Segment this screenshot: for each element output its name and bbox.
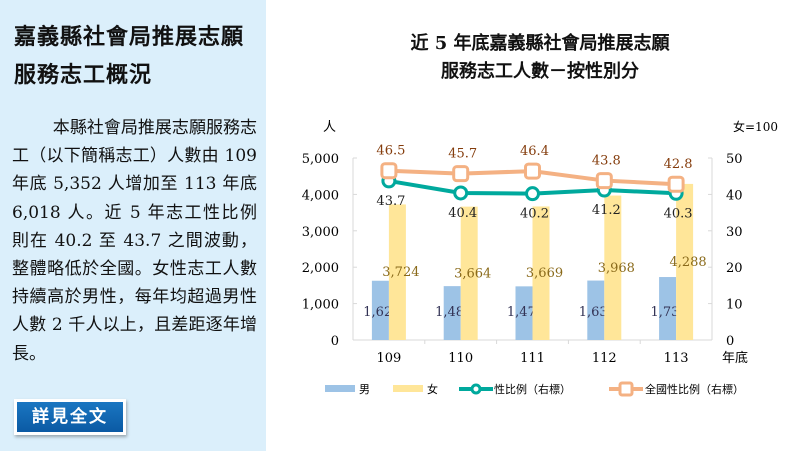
panel-title: 嘉義縣社會局推展志願服務志工概況 — [14, 24, 245, 88]
sex-ratio-label: 40.4 — [448, 206, 477, 221]
national-sex-ratio-label: 45.7 — [448, 147, 477, 162]
x-axis-label: 年底 — [722, 350, 748, 366]
bar-female — [604, 195, 622, 340]
sex-ratio-label: 41.2 — [592, 203, 621, 218]
left-tick-label: 0 — [331, 334, 339, 349]
legend-male-swatch — [325, 385, 355, 392]
bar-female — [460, 206, 478, 340]
chart-title: 近 5 年底嘉義縣社會局推展志願 服務志工人數－按性別分 — [300, 30, 780, 86]
sex-ratio-marker — [525, 186, 540, 202]
bar-male — [371, 280, 389, 340]
bar-female-label: 3,664 — [454, 266, 491, 281]
national-sex-ratio-label: 43.8 — [592, 154, 621, 169]
national-sex-ratio-label: 46.4 — [520, 144, 549, 159]
legend-national-marker — [618, 381, 634, 397]
sex-ratio-label: 40.2 — [520, 207, 549, 222]
sex-ratio-label: 43.7 — [376, 194, 405, 209]
left-axis-unit: 人 — [323, 120, 336, 135]
left-tick-label: 3,000 — [302, 225, 339, 240]
chart-title-line2: 服務志工人數－按性別分 — [441, 61, 639, 82]
bar-female-label: 3,724 — [382, 265, 419, 280]
bar-female-label: 4,288 — [669, 255, 706, 270]
left-tick-label: 1,000 — [302, 298, 339, 313]
right-axis-unit: 女=100 — [733, 119, 778, 134]
right-tick-label: 40 — [726, 188, 743, 203]
right-tick-label: 10 — [726, 298, 743, 313]
national-sex-ratio-label: 42.8 — [664, 157, 693, 172]
legend-national-label: 全國性比例（右標） — [645, 382, 744, 396]
bar-female-label: 3,968 — [598, 261, 635, 276]
read-more-button[interactable]: 詳見全文 — [14, 399, 126, 435]
summary-panel: 嘉義縣社會局推展志願服務志工概況 本縣社會局推展志願服務志工（以下簡稱志工）人數… — [0, 0, 266, 451]
legend-female-swatch — [393, 385, 423, 392]
panel-body-text: 本縣社會局推展志願服務志工（以下簡稱志工）人數由 109 年底 5,352 人增… — [12, 118, 257, 364]
read-more-label: 詳見全文 — [17, 402, 123, 432]
bar-male — [443, 286, 461, 340]
left-tick-label: 4,000 — [302, 188, 339, 203]
legend-sex-ratio-marker — [470, 383, 482, 395]
bar-male — [587, 280, 605, 340]
bar-female-label: 3,669 — [526, 266, 563, 281]
national-sex-ratio-marker — [595, 172, 613, 190]
right-tick-label: 20 — [726, 261, 743, 276]
x-tick-label: 112 — [592, 351, 617, 366]
legend-sex-ratio-label: 性比例（右標） — [494, 382, 571, 396]
national-sex-ratio-marker — [452, 165, 470, 183]
x-tick-label: 110 — [448, 351, 473, 366]
x-tick-label: 113 — [664, 351, 689, 366]
national-sex-ratio-marker — [380, 162, 398, 180]
sex-ratio-label: 40.3 — [664, 206, 693, 221]
national-sex-ratio-label: 46.5 — [376, 144, 405, 159]
legend-female-label: 女 — [427, 382, 438, 396]
bar-male — [659, 277, 677, 340]
x-tick-label: 109 — [376, 351, 401, 366]
right-tick-label: 30 — [726, 225, 743, 240]
chart-title-line1: 近 5 年底嘉義縣社會局推展志願 — [410, 33, 670, 54]
legend-male-label: 男 — [359, 383, 370, 396]
x-tick-label: 111 — [520, 351, 545, 366]
bar-female — [388, 204, 406, 340]
national-sex-ratio-marker — [524, 162, 541, 180]
left-tick-label: 2,000 — [302, 261, 339, 276]
right-tick-label: 50 — [726, 152, 743, 167]
bar-female — [532, 206, 550, 340]
national-sex-ratio-marker — [667, 175, 685, 193]
sex-ratio-marker — [453, 185, 469, 201]
right-tick-label: 0 — [726, 334, 734, 349]
left-tick-label: 5,000 — [302, 152, 339, 167]
bar-female — [676, 183, 694, 340]
bar-male — [515, 286, 533, 340]
